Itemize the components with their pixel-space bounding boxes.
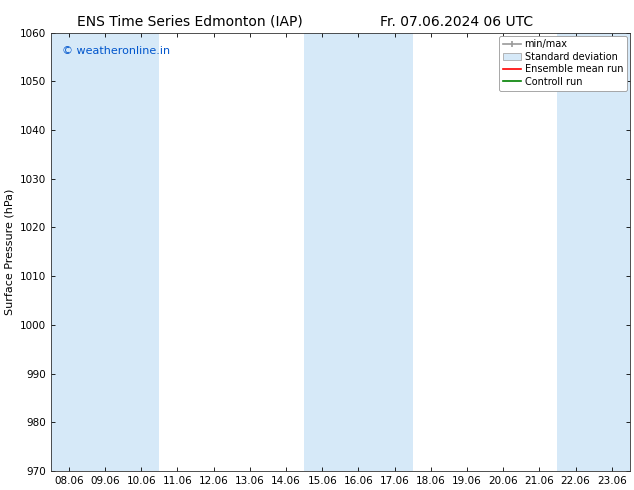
Bar: [87, 33, 159, 471]
Bar: [557, 33, 630, 471]
Text: Fr. 07.06.2024 06 UTC: Fr. 07.06.2024 06 UTC: [380, 15, 533, 29]
Text: ENS Time Series Edmonton (IAP): ENS Time Series Edmonton (IAP): [77, 15, 303, 29]
Text: © weatheronline.in: © weatheronline.in: [62, 46, 171, 56]
Bar: [51, 33, 87, 471]
Bar: [304, 33, 340, 471]
Bar: [340, 33, 413, 471]
Y-axis label: Surface Pressure (hPa): Surface Pressure (hPa): [4, 189, 14, 315]
Legend: min/max, Standard deviation, Ensemble mean run, Controll run: min/max, Standard deviation, Ensemble me…: [499, 36, 627, 91]
